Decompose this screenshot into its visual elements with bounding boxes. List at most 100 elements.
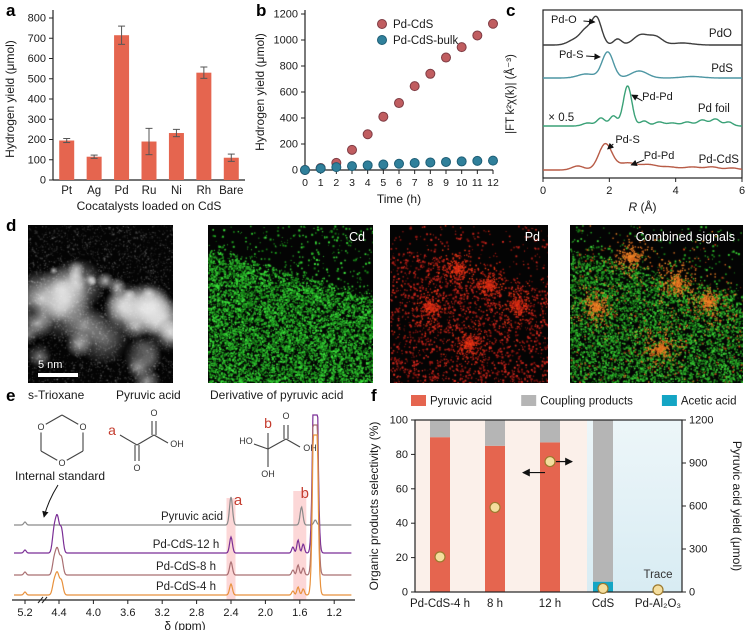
svg-text:8 h: 8 h <box>487 598 503 610</box>
svg-text:3.2: 3.2 <box>155 607 170 619</box>
svg-text:7: 7 <box>412 177 418 189</box>
svg-text:Pd-CdS-4 h: Pd-CdS-4 h <box>156 581 216 593</box>
cd-map-label: Cd <box>349 230 365 244</box>
svg-text:Cocatalysts loaded on CdS: Cocatalysts loaded on CdS <box>77 199 222 213</box>
svg-text:Derivative of pyruvic acid: Derivative of pyruvic acid <box>210 388 343 402</box>
svg-text:1.6: 1.6 <box>292 607 307 619</box>
svg-text:80: 80 <box>396 449 408 461</box>
svg-text:PdO: PdO <box>709 28 732 40</box>
svg-text:CdS: CdS <box>592 598 615 610</box>
panel-c-exafs-chart: c 0 2 4 6 PdO Pd-O PdS Pd-S Pd foil Pd-Pd × 0.5 Pd-… <box>500 0 750 215</box>
combined-eds-map <box>570 225 743 383</box>
svg-text:Coupling products: Coupling products <box>540 396 633 408</box>
svg-text:OH: OH <box>303 443 317 453</box>
svg-text:Pd: Pd <box>115 185 129 197</box>
svg-text:Pd-CdS-bulk: Pd-CdS-bulk <box>393 35 458 47</box>
svg-text:Pd-O: Pd-O <box>551 14 577 26</box>
svg-text:100: 100 <box>28 154 46 166</box>
panel-f-label: f <box>371 386 377 406</box>
svg-text:1000: 1000 <box>274 35 298 47</box>
svg-text:12 h: 12 h <box>539 598 561 610</box>
panel-a-label: a <box>6 1 15 21</box>
svg-text:300: 300 <box>28 114 46 126</box>
svg-text:2: 2 <box>333 177 339 189</box>
svg-text:OH: OH <box>170 439 184 449</box>
svg-text:0: 0 <box>689 587 695 599</box>
svg-text:600: 600 <box>28 53 46 65</box>
selectivity-stacked-bar-chart: 0 20 40 60 80 100 0 300 600 900 1200 Pd-CdS-4 h 8 h 1… <box>365 385 750 630</box>
svg-text:1.2: 1.2 <box>327 607 342 619</box>
svg-text:1200: 1200 <box>689 415 713 427</box>
svg-text:a: a <box>108 422 116 438</box>
svg-text:s-Trioxane: s-Trioxane <box>28 388 85 402</box>
svg-text:400: 400 <box>28 94 46 106</box>
svg-text:0: 0 <box>40 175 46 187</box>
svg-text:11: 11 <box>472 177 483 189</box>
svg-text:Pd-CdS: Pd-CdS <box>699 154 740 166</box>
svg-text:5.2: 5.2 <box>17 607 32 619</box>
hydrogen-yield-bar-chart: 0 100 200 300 400 500 600 700 800 Pt Ag Pd Ru Ni Rh Bar… <box>0 0 250 215</box>
hydrogen-yield-scatter-chart: 0200400600800100012000 1 2 3 4 5 6 7 8 9 10 11 12Pd-… <box>250 0 500 215</box>
svg-text:2.8: 2.8 <box>189 607 204 619</box>
svg-text:1200: 1200 <box>274 9 298 21</box>
svg-text:6: 6 <box>739 185 745 197</box>
svg-text:10: 10 <box>456 177 468 189</box>
svg-text:200: 200 <box>28 134 46 146</box>
svg-text:Trace: Trace <box>644 569 673 581</box>
svg-text:2: 2 <box>606 185 612 197</box>
svg-text:100: 100 <box>390 415 408 427</box>
svg-text:900: 900 <box>689 458 707 470</box>
svg-text:Ni: Ni <box>171 185 182 197</box>
svg-text:Pyruvic acid: Pyruvic acid <box>430 396 492 408</box>
svg-text:8: 8 <box>427 177 433 189</box>
cd-map-box: Cd <box>208 225 373 383</box>
nmr-spectra-chart: s-Trioxane Pyruvic acid Derivative of pyru… <box>0 385 365 630</box>
svg-text:4: 4 <box>673 185 679 197</box>
panel-c-label: c <box>506 1 515 21</box>
svg-text:HO: HO <box>239 436 253 446</box>
svg-text:b: b <box>264 415 272 431</box>
svg-text:Pyruvic acid: Pyruvic acid <box>116 388 181 402</box>
pd-map-label: Pd <box>525 230 540 244</box>
svg-text:0: 0 <box>292 165 298 177</box>
svg-text:12: 12 <box>487 177 499 189</box>
svg-text:800: 800 <box>280 61 298 73</box>
svg-text:600: 600 <box>689 501 707 513</box>
cd-eds-map <box>208 225 373 383</box>
svg-text:O: O <box>282 411 289 421</box>
svg-text:δ (ppm): δ (ppm) <box>164 619 205 630</box>
svg-text:2.0: 2.0 <box>258 607 273 619</box>
svg-text:a: a <box>234 492 243 509</box>
svg-text:700: 700 <box>28 33 46 45</box>
svg-text:O: O <box>37 422 44 432</box>
panel-d-microscopy: d 5 nm Cd Pd Combined signals <box>0 215 750 385</box>
svg-text:800: 800 <box>28 13 46 25</box>
svg-text:9: 9 <box>443 177 449 189</box>
svg-text:Hydrogen yield (μmol): Hydrogen yield (μmol) <box>3 40 17 158</box>
svg-text:60: 60 <box>396 483 408 495</box>
svg-text:b: b <box>301 485 309 502</box>
svg-text:Pd-CdS-8 h: Pd-CdS-8 h <box>156 561 216 573</box>
svg-text:Pd-CdS: Pd-CdS <box>393 19 434 31</box>
figure: a 0 100 200 300 400 500 600 700 800 Pt Ag Pd Ru Ni Rh B… <box>0 0 750 630</box>
pd-map-box: Pd <box>390 225 548 383</box>
svg-text:|FT k²χ(k)| (Å⁻³): |FT k²χ(k)| (Å⁻³) <box>504 54 517 134</box>
scale-bar: 5 nm <box>38 359 78 377</box>
svg-text:4.0: 4.0 <box>86 607 101 619</box>
svg-text:0: 0 <box>540 185 546 197</box>
svg-text:3: 3 <box>349 177 355 189</box>
svg-text:Pd-S: Pd-S <box>615 134 639 146</box>
svg-text:40: 40 <box>396 518 408 530</box>
panel-f-selectivity-chart: f 0 20 40 60 80 100 0 300 600 900 1200 Pd-CdS-4 h 8 … <box>365 385 750 630</box>
svg-text:× 0.5: × 0.5 <box>548 112 574 124</box>
pd-eds-map <box>390 225 548 383</box>
panel-e-nmr: e s-Trioxane Pyruvic acid Derivative of py… <box>0 385 365 630</box>
svg-text:5: 5 <box>380 177 386 189</box>
svg-text:Internal standard: Internal standard <box>15 469 105 483</box>
svg-text:PdS: PdS <box>711 63 733 75</box>
svg-text:Time (h): Time (h) <box>377 192 421 206</box>
svg-text:Pd-S: Pd-S <box>559 49 583 61</box>
svg-text:OH: OH <box>261 469 275 479</box>
svg-text:20: 20 <box>396 552 408 564</box>
svg-text:400: 400 <box>280 113 298 125</box>
